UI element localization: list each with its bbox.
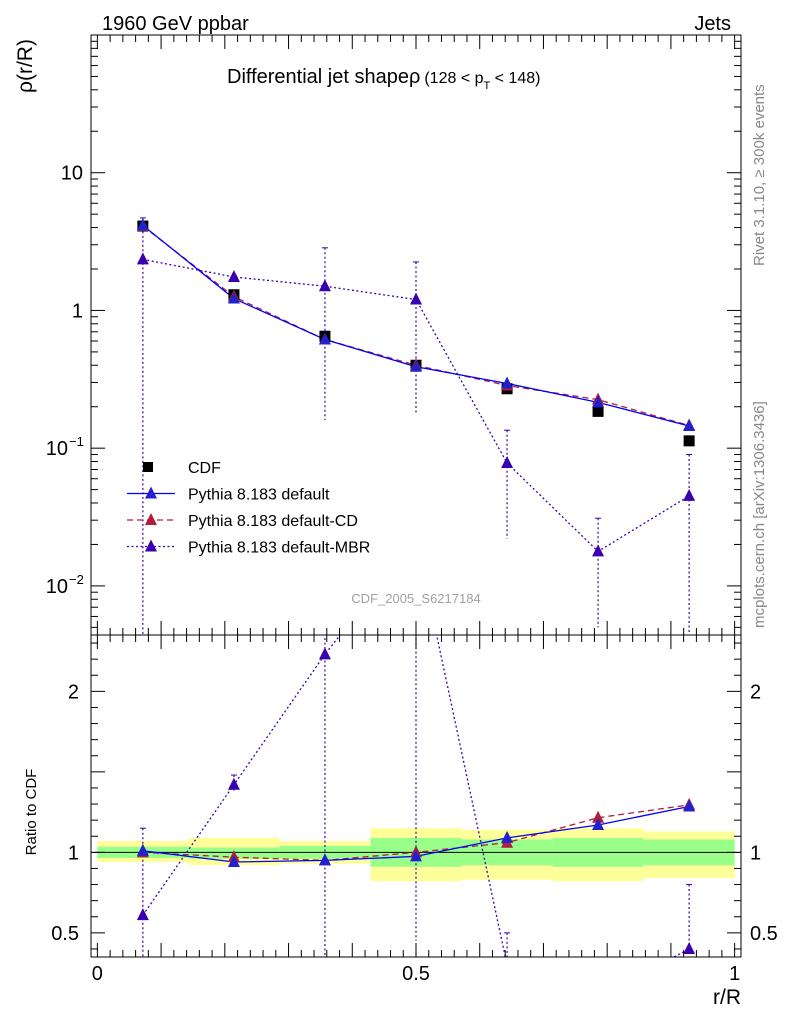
ratio-y-tick-label-left: 0.5	[51, 923, 79, 945]
x-tick-label: 0.5	[402, 963, 430, 985]
ratio-y-tick-label-left: 1	[68, 842, 79, 864]
ratio-y-tick-label-right: 0.5	[750, 923, 778, 945]
ratio-series-marker-2	[683, 941, 696, 954]
header-energy-label: 1960 GeV ppbar	[102, 13, 249, 35]
ratio-y-tick-label-right: 1	[750, 842, 761, 864]
series-marker-3	[227, 269, 240, 282]
series-marker-3	[501, 456, 514, 469]
subtitle-rest: < 148)	[490, 70, 540, 87]
series-marker-1	[410, 359, 422, 372]
ratio-plot-panel: 0.5 0.5 1 1 2 2 0 0.5 1 Ratio to CDF r/R	[23, 531, 778, 1009]
legend-marker-cdf	[143, 462, 153, 472]
pt-subscript: T	[484, 80, 491, 92]
series-marker-3	[592, 544, 605, 557]
series-marker-1	[683, 418, 696, 431]
ratio-series-marker-2	[592, 990, 604, 1002]
analysis-watermark: CDF_2005_S6217184	[351, 591, 480, 606]
main-plot-title: Differential jet shapeρ (128 < pT < 148)	[227, 66, 541, 92]
ratio-series-group	[136, 531, 696, 1002]
main-y-tick-label: 1	[72, 300, 83, 322]
ratio-series-marker-0	[227, 855, 240, 868]
main-y-tick-exponent: −2	[69, 572, 84, 587]
legend-label-cd: Pythia 8.183 default-CD	[188, 513, 358, 530]
main-plot-subtitle: (128 < pT < 148)	[424, 70, 540, 92]
ratio-series-marker-0	[592, 817, 605, 830]
main-y-tick-label: 10	[46, 576, 68, 598]
series-marker-1	[501, 376, 514, 389]
main-y-tick-label: 10	[46, 438, 68, 460]
series-marker-3	[683, 488, 696, 501]
x-tick-label: 1	[729, 963, 740, 985]
legend-label-default: Pythia 8.183 default	[188, 487, 330, 504]
ratio-series-marker-2	[136, 908, 149, 921]
main-y-axis-title: ρ(r/R)	[14, 39, 37, 93]
ratio-series-marker-2	[318, 647, 331, 660]
ratio-y-tick-label-right: 2	[750, 681, 761, 703]
series-marker-3	[136, 252, 149, 265]
mcplots-label: mcplots.cern.ch [arXiv:1306.3436]	[751, 401, 768, 628]
legend-marker-default	[145, 486, 157, 499]
ratio-series-marker-0	[136, 843, 149, 856]
header-jets-label: Jets	[694, 13, 731, 35]
ratio-series-marker-0	[318, 853, 331, 866]
rivet-label: Rivet 3.1.10, ≥ 300k events	[751, 84, 768, 266]
legend-label-mbr: Pythia 8.183 default-MBR	[188, 540, 370, 557]
cdf-data-point	[592, 405, 604, 417]
ratio-series-line-2	[142, 635, 690, 957]
series-marker-1	[136, 218, 149, 231]
ratio-series-marker-2	[410, 531, 422, 543]
legend-label-CDF: CDF	[188, 460, 221, 477]
ratio-series-marker-2	[501, 958, 513, 970]
x-tick-label: 0	[92, 963, 103, 985]
series-marker-1	[318, 332, 331, 345]
main-series-group	[136, 217, 696, 635]
main-plot-title-text: Differential jet shapeρ	[227, 66, 420, 88]
series-marker-3	[410, 292, 422, 305]
series-marker-1	[592, 395, 605, 408]
cdf-data-point	[683, 435, 695, 447]
ratio-y-tick-label-left: 2	[68, 681, 79, 703]
ratio-series-marker-0	[410, 849, 422, 862]
legend-marker-mbr	[145, 539, 157, 552]
main-legend: CDF Pythia 8.183 default Pythia 8.183 defa…	[127, 460, 370, 557]
legend-marker-cd	[145, 513, 157, 525]
series-marker-1	[227, 291, 240, 304]
ratio-series-marker-0	[683, 799, 696, 812]
ratio-series-marker-2	[227, 777, 240, 790]
x-axis-title: r/R	[713, 986, 741, 1009]
ratio-series-marker-1	[592, 810, 605, 823]
ratio-series-marker-0	[501, 830, 514, 843]
main-y-tick-label: 10	[61, 163, 83, 185]
series-marker-3	[318, 279, 331, 292]
ratio-y-axis-title: Ratio to CDF	[23, 769, 40, 856]
main-y-tick-exponent: −1	[69, 434, 84, 449]
